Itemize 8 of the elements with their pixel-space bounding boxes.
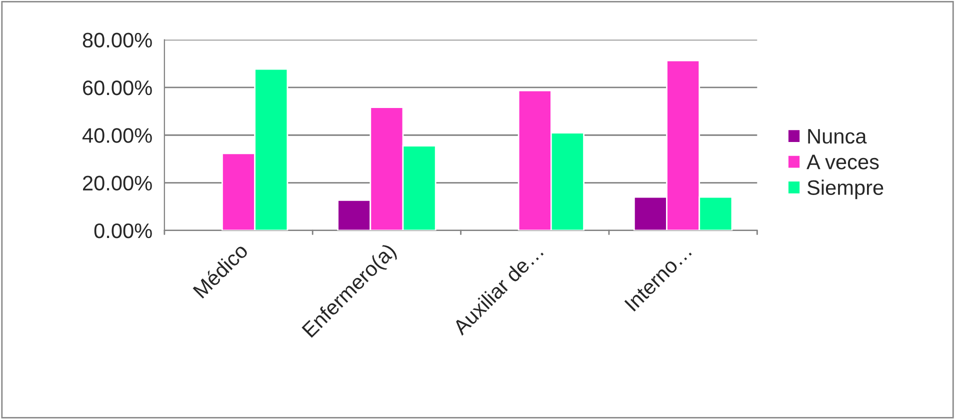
legend-label: Nunca [808,129,867,144]
y-tick-label: 80.00% [82,32,152,48]
y-tick-label: 20.00% [83,176,152,191]
y-tick-label: 40.00% [82,128,152,143]
legend-label: Siempre [807,180,884,200]
y-tick-label: 60.00% [83,80,152,96]
y-tick-label: 0.00% [94,223,152,238]
legend-label: A veces [806,154,879,170]
